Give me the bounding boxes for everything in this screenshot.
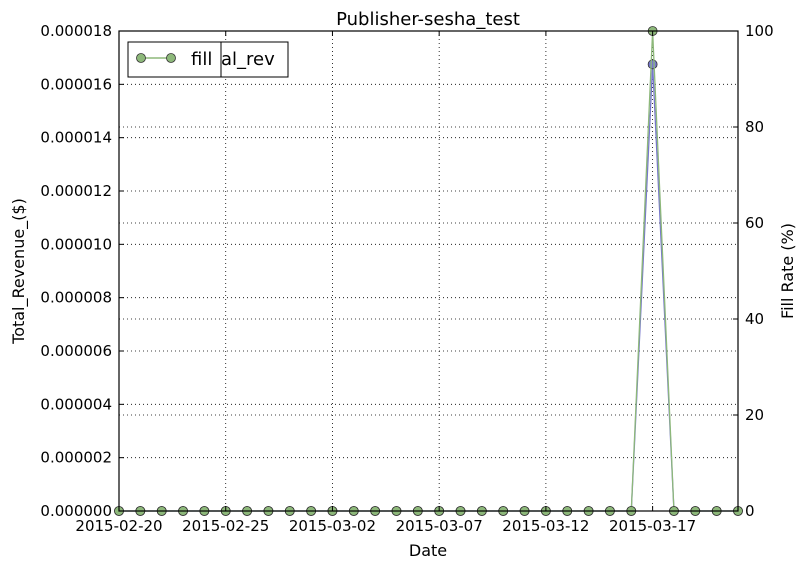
plot-frame <box>118 30 739 512</box>
legend-label-fill: fill <box>191 49 212 70</box>
data-point-total-rev <box>647 59 658 70</box>
y-left-tick-label: 0.000016 <box>40 75 112 93</box>
x-tick-label: 2015-02-25 <box>182 517 269 535</box>
x-axis-label: Date <box>409 541 447 560</box>
y-right-ticks: 0 20 40 60 80 100 <box>733 22 774 520</box>
y-right-tick-label: 0 <box>745 502 755 520</box>
legend-label-total-rev: al_rev <box>221 49 275 70</box>
y-right-tick-label: 60 <box>745 214 764 232</box>
y-left-tick-label: 0.000004 <box>40 395 112 413</box>
y-left-tick-label: 0.000010 <box>40 235 112 253</box>
y-right-tick-label: 80 <box>745 118 764 136</box>
y-right-tick-label: 100 <box>745 22 774 40</box>
y-left-tick-label: 0.000014 <box>40 129 112 147</box>
y-left-tick-label: 0.000000 <box>40 502 112 520</box>
y-left-tick-label: 0.000012 <box>40 182 112 200</box>
grid <box>119 31 738 511</box>
legend-marker-fill-a <box>136 53 146 63</box>
legend: al_rev fill <box>127 41 289 78</box>
y-left-tick-label: 0.000006 <box>40 342 112 360</box>
y-axis-left-label: Total_Revenue_($) <box>9 198 29 345</box>
y-left-tick-label: 0.000018 <box>40 22 112 40</box>
y-axis-right-label: Fill Rate (%) <box>778 223 797 319</box>
y-left-tick-label: 0.000008 <box>40 289 112 307</box>
x-tick-label: 2015-03-07 <box>396 517 483 535</box>
x-ticks: 2015-02-20 2015-02-25 2015-03-02 2015-03-07… <box>75 31 696 535</box>
y-right-tick-label: 40 <box>745 310 764 328</box>
legend-marker-fill-b <box>166 53 176 63</box>
y-right-tick-label: 20 <box>745 406 764 424</box>
x-tick-label: 2015-03-02 <box>289 517 376 535</box>
x-tick-label: 2015-03-12 <box>502 517 589 535</box>
series-line-fill <box>119 30 738 512</box>
chart-title: Publisher-sesha_test <box>336 9 520 30</box>
series-layer <box>114 26 743 516</box>
x-tick-label: 2015-03-17 <box>609 517 696 535</box>
x-tick-label: 2015-02-20 <box>75 517 162 535</box>
series-line-total-rev <box>119 64 738 512</box>
y-left-tick-label: 0.000002 <box>40 449 112 467</box>
y-left-ticks: 0.000000 0.000002 0.000004 0.000006 0.000008… <box>40 22 124 520</box>
